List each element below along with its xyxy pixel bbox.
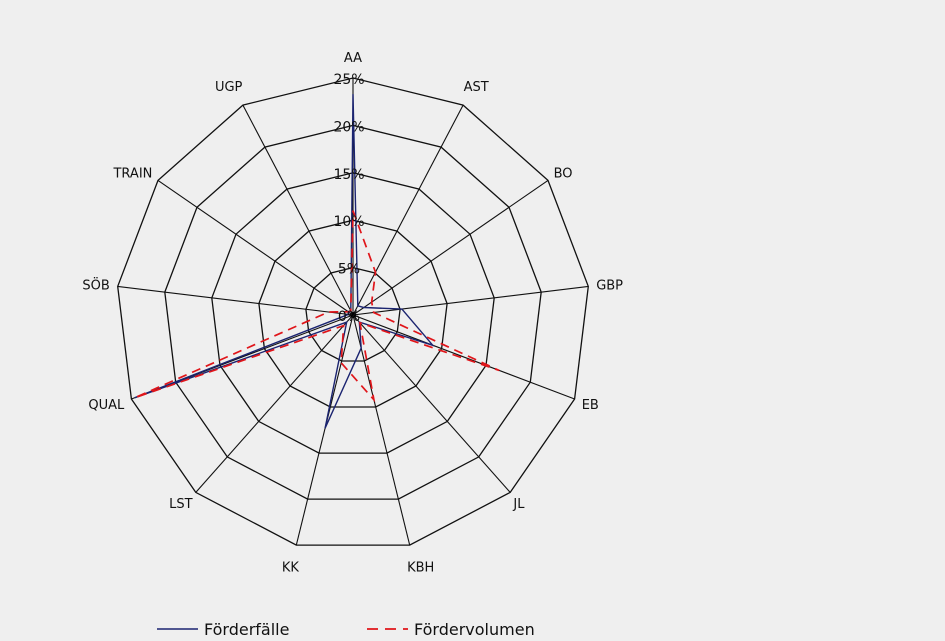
radar-grid (117, 77, 589, 546)
spoke-eb (352, 314, 575, 400)
radial-tick-labels: 0% 5% 10% 15% 20% 25% (333, 72, 364, 325)
category-label-söb: SÖB (82, 277, 109, 294)
spoke-lst (195, 314, 354, 493)
category-labels: AA AST BO GBP EB JL KBH KK LST QUAL SÖB TRAIN UGP (82, 51, 623, 576)
spoke-jl (352, 314, 511, 493)
tick-label-5: 25% (333, 72, 364, 88)
grid-ring-5 (117, 77, 589, 546)
spoke-kk (295, 314, 354, 546)
category-label-kk: KK (282, 561, 300, 576)
spoke-train (157, 179, 354, 316)
category-label-aa: AA (344, 51, 362, 66)
category-label-bo: BO (554, 166, 573, 181)
spoke-söb (117, 285, 354, 316)
category-label-jl: JL (512, 497, 525, 512)
grid-ring-1 (305, 266, 401, 362)
category-label-ast: AST (464, 80, 489, 95)
spoke-kbh (352, 314, 411, 546)
category-label-eb: EB (582, 398, 599, 413)
tick-label-4: 20% (333, 119, 364, 135)
grid-ring-2 (258, 219, 448, 408)
series-foerderfaelle (134, 94, 435, 429)
spoke-gbp (352, 285, 589, 316)
tick-label-0: 0% (338, 309, 360, 325)
center-point (350, 312, 356, 318)
spoke-bo (352, 179, 549, 316)
radar-spokes (117, 78, 589, 546)
tick-label-1: 5% (338, 262, 360, 278)
category-label-train: TRAIN (112, 166, 152, 181)
grid-ring-3 (211, 172, 495, 454)
category-label-lst: LST (169, 497, 192, 512)
spoke-ugp (242, 104, 354, 316)
radar-series (134, 94, 500, 429)
tick-label-3: 15% (333, 167, 364, 183)
legend-label-foerdervolumen: Fördervolumen (414, 620, 535, 639)
category-label-qual: QUAL (88, 398, 125, 413)
tick-label-2: 10% (333, 214, 364, 230)
series-foerdervolumen (134, 210, 500, 403)
legend: Förderfälle Fördervolumen (157, 620, 535, 639)
category-label-gbp: GBP (596, 279, 623, 294)
category-label-kbh: KBH (407, 561, 434, 576)
legend-label-foerderfaelle: Förderfälle (204, 620, 289, 639)
category-label-ugp: UGP (215, 80, 243, 95)
grid-ring-4 (164, 124, 542, 500)
spoke-ast (352, 104, 464, 316)
